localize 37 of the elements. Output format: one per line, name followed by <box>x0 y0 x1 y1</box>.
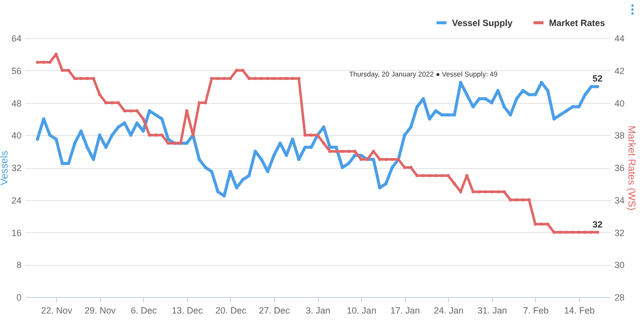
y2-tick-label: 40 <box>614 98 625 108</box>
data-label: 52 <box>592 74 603 84</box>
legend-label: Market Rates <box>549 18 606 28</box>
y2-axis-title: Market Rates (WS) <box>626 125 637 211</box>
y2-tick-label: 34 <box>614 195 625 206</box>
y-tick-label: 24 <box>11 195 22 206</box>
x-tick-label: 22. Nov <box>41 306 73 316</box>
y2-tick-label: 38 <box>614 130 625 141</box>
y-tick-label: 56 <box>11 66 22 76</box>
y-tick-label: 32 <box>11 163 22 173</box>
x-tick-label: 10. Jan <box>346 306 376 316</box>
x-tick-label: 29. Nov <box>84 306 116 316</box>
x-tick-label: 24. Jan <box>434 306 464 316</box>
x-tick-label: 6. Dec <box>130 306 158 316</box>
y-tick-label: 16 <box>11 228 22 238</box>
x-tick-label: 13. Dec <box>172 306 204 316</box>
y-tick-label: 40 <box>11 130 22 141</box>
x-tick-label: 31. Jan <box>477 306 508 316</box>
data-label: 32 <box>592 219 603 230</box>
y2-tick-label: 32 <box>614 228 625 238</box>
y2-tick-label: 42 <box>614 66 625 76</box>
y2-tick-label: 44 <box>614 34 625 44</box>
y2-tick-label: 36 <box>614 163 625 173</box>
x-tick-label: 20. Dec <box>215 306 247 316</box>
y-axis-title: Vessels <box>0 150 10 186</box>
y-tick-label: 64 <box>11 34 22 44</box>
x-tick-label: 7. Feb <box>523 306 549 316</box>
y-tick-label: 0 <box>16 292 22 302</box>
y2-tick-label: 28 <box>614 292 625 302</box>
x-tick-label: 14. Feb <box>564 306 595 316</box>
x-tick-label: 3. Jan <box>306 306 330 316</box>
y-tick-label: 8 <box>16 260 22 270</box>
legend-label: Vessel Supply <box>452 18 513 28</box>
x-tick-label: 17. Jan <box>390 306 420 316</box>
x-tick-label: 27. Dec <box>258 306 290 316</box>
y2-tick-label: 30 <box>614 260 625 270</box>
y-tick-label: 48 <box>11 98 22 108</box>
